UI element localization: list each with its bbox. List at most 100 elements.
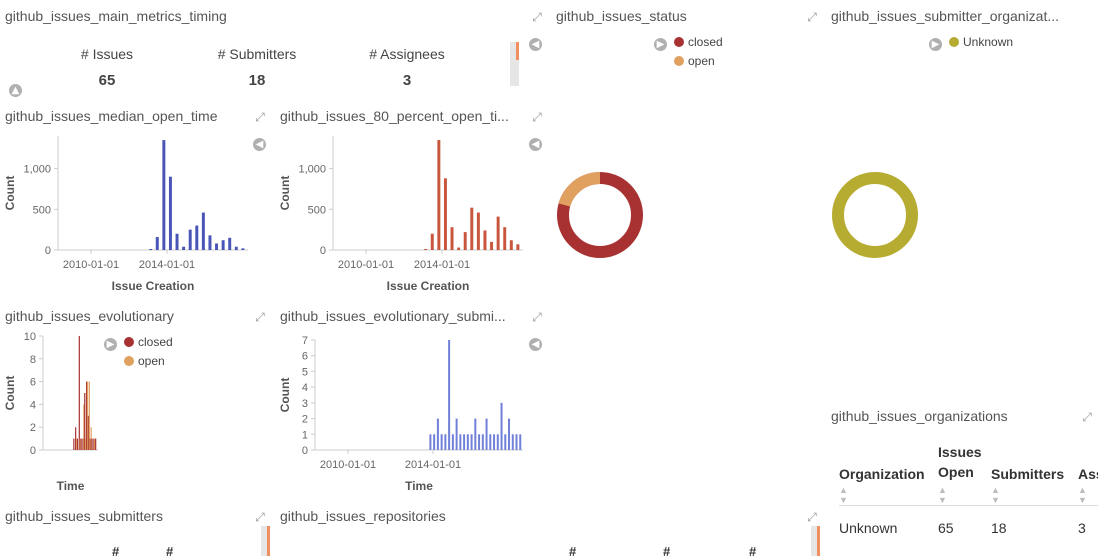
- panel-title: github_issues_status: [556, 8, 687, 24]
- column-header[interactable]: #: [112, 544, 120, 556]
- y-tick-label: 4: [30, 399, 36, 411]
- chevron-up-icon[interactable]: ▲: [9, 84, 22, 97]
- chevron-right-icon[interactable]: ▶: [104, 338, 117, 351]
- expand-icon[interactable]: ⤢: [532, 310, 542, 324]
- legend-item-closed[interactable]: closed: [124, 332, 173, 351]
- sort-icon[interactable]: ▲ ▼: [839, 485, 848, 505]
- metric-issues: # Issues 65: [47, 46, 167, 86]
- bar-closed: [78, 336, 80, 450]
- scrollbar[interactable]: [811, 526, 820, 556]
- bar: [155, 236, 159, 250]
- y-axis-label: Count: [3, 176, 17, 211]
- legend-item-open[interactable]: open: [124, 351, 173, 370]
- column-label: Organization: [839, 466, 925, 482]
- column-header-submitters[interactable]: Submitters ▲ ▼: [991, 442, 1078, 506]
- metric-submitters: # Submitters 18: [197, 46, 317, 86]
- column-label: Submitters: [991, 466, 1065, 482]
- scrollbar-thumb[interactable]: [516, 42, 519, 60]
- bar: [457, 247, 461, 250]
- legend-label: open: [688, 53, 715, 68]
- expand-icon[interactable]: ⤢: [255, 310, 265, 324]
- bar: [483, 230, 487, 250]
- legend-item-unknown[interactable]: Unknown: [949, 32, 1013, 51]
- panel-submitters: github_issues_submitters ⤢ # #: [0, 500, 275, 556]
- scrollbar-thumb[interactable]: [267, 526, 270, 556]
- bar: [208, 235, 212, 250]
- y-tick-label: 3: [302, 398, 308, 410]
- donut-slice-unknown[interactable]: [832, 172, 918, 258]
- chevron-right-icon[interactable]: ▶: [929, 38, 942, 51]
- bar-open: [79, 438, 81, 450]
- panel-evolutionary: github_issues_evolutionary ⤢ ▶ closed op…: [0, 300, 275, 500]
- bar-open: [86, 381, 89, 450]
- chevron-left-icon[interactable]: ◀: [253, 138, 266, 151]
- bar-closed: [91, 438, 93, 450]
- x-tick-label: 2010-01-01: [63, 259, 119, 271]
- expand-icon[interactable]: ⤢: [255, 510, 265, 524]
- scrollbar[interactable]: [510, 42, 519, 86]
- column-header-assignees[interactable]: Ass ▲▼: [1078, 442, 1098, 506]
- chevron-left-icon[interactable]: ◀: [529, 338, 542, 351]
- scrollbar[interactable]: [261, 526, 270, 556]
- bar: [175, 233, 179, 250]
- chevron-left-icon[interactable]: ◀: [529, 38, 542, 51]
- bar: [188, 229, 192, 250]
- 80-percent-open-time-chart: 0 500 1,000 2010-01-01 2014-01-01 Issue Creat…: [278, 136, 523, 293]
- y-tick-label: 1: [302, 429, 308, 441]
- sort-icon[interactable]: ▲ ▼: [1078, 485, 1087, 505]
- table-row: Unknown 65 18 3: [839, 505, 1098, 544]
- bar: [444, 434, 447, 450]
- sort-icon[interactable]: ▲ ▼: [991, 485, 1000, 505]
- bar-open: [85, 438, 87, 450]
- chevron-right-icon[interactable]: ▶: [654, 38, 667, 51]
- cell-issues-open: 65: [938, 505, 991, 544]
- y-tick-label: 10: [24, 331, 36, 343]
- x-axis-label: Time: [57, 479, 85, 493]
- column-header[interactable]: #: [166, 544, 174, 556]
- column-header-organization[interactable]: Organization ▲ ▼: [839, 442, 938, 506]
- bar-closed: [75, 427, 77, 450]
- y-tick-label: 8: [30, 354, 36, 366]
- expand-icon[interactable]: ⤢: [807, 10, 817, 24]
- donut-slice-closed[interactable]: [557, 172, 643, 258]
- expand-icon[interactable]: ⤢: [1082, 410, 1092, 424]
- column-header-issues-open[interactable]: Issues Open ▲ ▼: [938, 442, 991, 506]
- panel-repositories: github_issues_repositories ⤢ # # #: [275, 500, 825, 556]
- panel-evolutionary-submitters: github_issues_evolutionary_submi... ⤢ ◀ …: [275, 300, 550, 500]
- panel-main-metrics: github_issues_main_metrics_timing ⤢ # Is…: [0, 0, 550, 100]
- y-axis-label: Count: [278, 378, 292, 413]
- scrollbar-thumb[interactable]: [817, 526, 820, 556]
- bar: [481, 434, 484, 450]
- bar: [515, 434, 518, 450]
- bar-closed: [89, 438, 91, 450]
- bar: [474, 418, 477, 450]
- bar: [463, 232, 467, 250]
- x-axis-label: Issue Creation: [112, 279, 195, 293]
- expand-icon[interactable]: ⤢: [532, 10, 542, 24]
- cell-assignees: 3: [1078, 505, 1098, 544]
- sort-icon[interactable]: ▲ ▼: [938, 485, 947, 505]
- panel-80-percent-open-time: github_issues_80_percent_open_ti... ⤢ ◀ …: [275, 100, 550, 300]
- expand-icon[interactable]: ⤢: [255, 110, 265, 124]
- bar-open: [83, 404, 85, 450]
- legend-dot: [124, 355, 134, 366]
- expand-icon[interactable]: ⤢: [532, 110, 542, 124]
- donut-slice-open[interactable]: [558, 172, 601, 207]
- expand-icon[interactable]: ⤢: [807, 510, 817, 524]
- bar: [228, 237, 232, 250]
- y-axis-label: Count: [3, 376, 17, 411]
- metric-value: 18: [248, 72, 266, 86]
- y-tick-label: 0: [30, 445, 36, 457]
- column-header[interactable]: #: [749, 544, 757, 556]
- y-tick-label: 7: [302, 335, 308, 347]
- legend-item-open[interactable]: open: [674, 51, 723, 70]
- column-header[interactable]: #: [569, 544, 577, 556]
- x-tick-label: 2014-01-01: [139, 259, 195, 271]
- bar-closed: [82, 438, 84, 450]
- bar-open: [88, 381, 90, 450]
- column-header[interactable]: #: [663, 544, 671, 556]
- org-donut-chart: [832, 172, 918, 258]
- legend: Unknown: [949, 32, 1013, 51]
- chevron-left-icon[interactable]: ◀: [529, 138, 542, 151]
- legend-item-closed[interactable]: closed: [674, 32, 723, 51]
